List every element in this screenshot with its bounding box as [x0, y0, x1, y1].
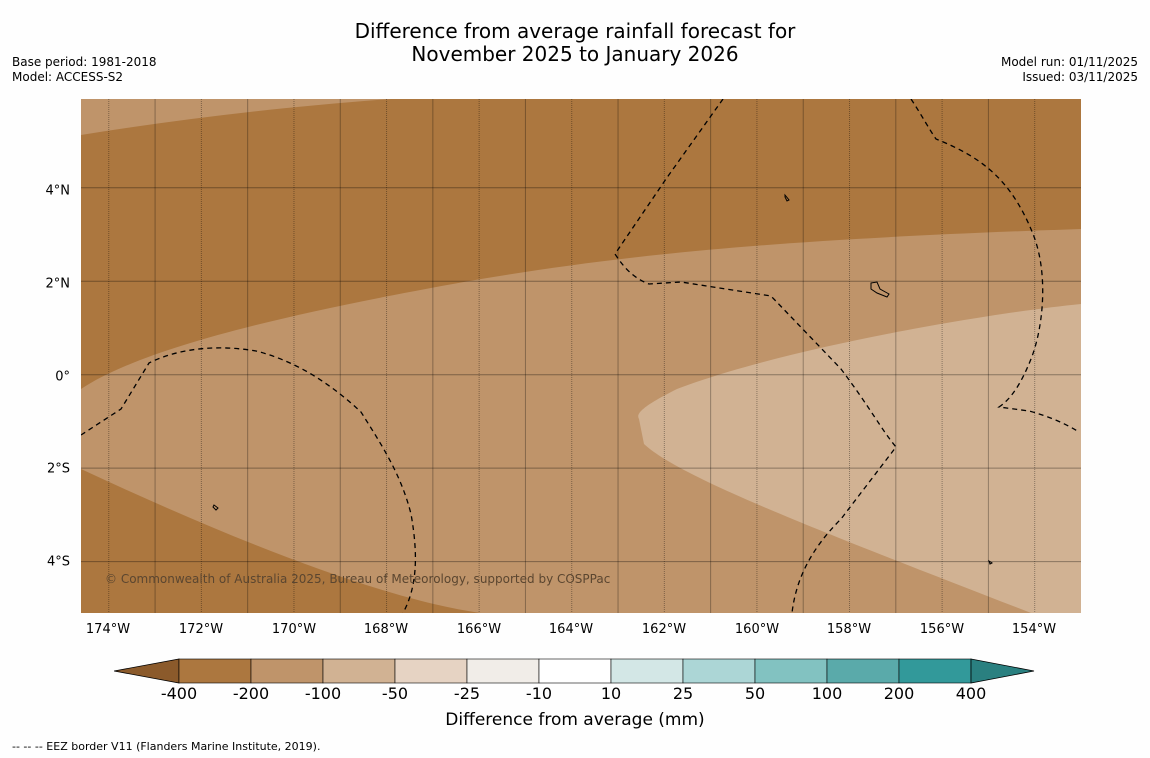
- lon-label-160w: 160°W: [734, 622, 780, 637]
- colorbar-low-extension: [113, 658, 180, 684]
- lon-label-154w: 154°W: [1011, 622, 1057, 637]
- colorbar-swatch: [466, 658, 540, 684]
- lat-label-2s: 2°S: [46, 461, 70, 477]
- colorbar-swatch: [682, 658, 756, 684]
- lat-label-4s: 4°S: [46, 554, 70, 570]
- lat-label-2n: 2°N: [45, 276, 71, 292]
- colorbar-swatch: [754, 658, 828, 684]
- islands: [212, 193, 993, 565]
- lat-label-4n: 4°N: [45, 183, 71, 199]
- colorbar-tick-label: 25: [672, 684, 694, 703]
- chart-title: Difference from average rainfall forecas…: [0, 20, 1150, 66]
- lon-label-158w: 158°W: [826, 622, 872, 637]
- eez-border-east: [910, 99, 1080, 433]
- model-text: Model: ACCESS-S2: [12, 70, 124, 84]
- island-outline: [988, 559, 993, 565]
- colorbar-swatch: [610, 658, 684, 684]
- colorbar-tick-label: 400: [955, 684, 987, 703]
- colorbar-swatch: [322, 658, 396, 684]
- lon-label-168w: 168°W: [363, 622, 409, 637]
- colorbar-tick-label: -200: [232, 684, 270, 703]
- eez-footnote: -- -- -- EEZ border V11 (Flanders Marine…: [12, 740, 321, 753]
- model-run-text: Model run: 01/11/2025: [1000, 55, 1138, 69]
- lat-label-equator: 0°: [55, 369, 70, 385]
- copyright-notice: © Commonwealth of Australia 2025, Bureau…: [105, 572, 611, 586]
- model-run-info: Model run: 01/11/2025 Issued: 03/11/2025: [1001, 55, 1138, 85]
- colorbar-tick-label: -400: [160, 684, 198, 703]
- title-line-1: Difference from average rainfall forecas…: [354, 19, 796, 43]
- lon-label-166w: 166°W: [456, 622, 502, 637]
- colorbar-tick-label: 50: [744, 684, 766, 703]
- lon-label-164w: 164°W: [548, 622, 594, 637]
- colorbar-swatch: [394, 658, 468, 684]
- island-outline: [870, 281, 890, 298]
- colorbar-high-extension: [970, 658, 1035, 684]
- anomaly-region-north-light: [81, 99, 391, 135]
- colorbar-tick-label: 10: [600, 684, 622, 703]
- eez-border-west: [81, 347, 417, 613]
- map-gridlines: [81, 99, 1081, 613]
- lon-label-172w: 172°W: [178, 622, 224, 637]
- colorbar-tick-label: -25: [453, 684, 481, 703]
- island-outline: [212, 504, 219, 511]
- colorbar-tick-label: -100: [304, 684, 342, 703]
- colorbar-swatch: [178, 658, 252, 684]
- colorbar: [113, 658, 1035, 684]
- title-line-2: November 2025 to January 2026: [411, 42, 739, 66]
- lon-label-170w: 170°W: [271, 622, 317, 637]
- eez-borders: [81, 99, 1080, 613]
- lon-label-156w: 156°W: [919, 622, 965, 637]
- island-outline: [784, 193, 790, 202]
- colorbar-swatch: [538, 658, 612, 684]
- rainfall-map[interactable]: [81, 99, 1081, 613]
- colorbar-swatch: [826, 658, 900, 684]
- colorbar-tick-label: -10: [525, 684, 553, 703]
- colorbar-title: Difference from average (mm): [445, 710, 705, 730]
- issued-text: Issued: 03/11/2025: [1022, 70, 1138, 84]
- colorbar-tick-label: -50: [381, 684, 409, 703]
- lon-label-162w: 162°W: [641, 622, 687, 637]
- colorbar-legend: [113, 658, 1036, 684]
- colorbar-tick-label: 100: [811, 684, 843, 703]
- colorbar-swatch: [898, 658, 972, 684]
- colorbar-swatch: [250, 658, 324, 684]
- base-period-info: Base period: 1981-2018 Model: ACCESS-S2: [12, 55, 157, 85]
- anomaly-region-100-50: [638, 304, 1081, 613]
- base-period-text: Base period: 1981-2018: [12, 55, 157, 69]
- map-canvas[interactable]: [81, 99, 1081, 613]
- lon-label-174w: 174°W: [85, 622, 131, 637]
- colorbar-tick-label: 200: [883, 684, 915, 703]
